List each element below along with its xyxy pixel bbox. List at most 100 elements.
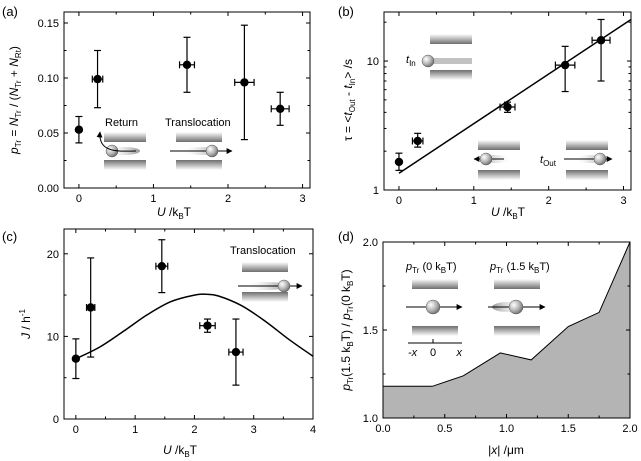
x-tick-label: 1 bbox=[132, 424, 138, 436]
channel-wall-top bbox=[566, 140, 608, 150]
y-tick-label: 0.00 bbox=[38, 183, 59, 195]
bead-icon bbox=[205, 144, 219, 158]
y-tick-label: 0.10 bbox=[38, 73, 59, 85]
data-point bbox=[182, 60, 192, 69]
panel-b: (b) 0 1 2 3 1 10 U /kBT τ = <tOut - tIn> /s t… bbox=[338, 4, 632, 221]
panel-d-ticks: 0.0 0.5 1.0 1.5 2.0 1.0 1.5 2.0 bbox=[363, 237, 638, 435]
panel-c-ylabel: J / h-1 bbox=[18, 309, 33, 340]
annotation-tout: tOut bbox=[540, 154, 557, 168]
x-tick-label: 0.0 bbox=[375, 423, 390, 435]
annotation-translocation: Translocation bbox=[165, 117, 231, 129]
bead-icon bbox=[479, 152, 493, 166]
x-tick-label: 4 bbox=[310, 424, 316, 436]
panel-c-points bbox=[71, 239, 244, 386]
bead-icon bbox=[508, 299, 524, 315]
panel-c-inset-translocation: Translocation bbox=[230, 245, 303, 302]
y-tick-label: 1.0 bbox=[363, 413, 378, 425]
panel-b-frame bbox=[383, 11, 632, 191]
panel-b-curves bbox=[398, 18, 632, 174]
panel-d-xlabel: |x| /μm bbox=[488, 443, 524, 457]
annotation-tin: tIn bbox=[406, 54, 416, 68]
y-tick-label: 1.5 bbox=[363, 325, 378, 337]
data-point bbox=[394, 157, 404, 167]
model-curve bbox=[75, 293, 314, 360]
y-tick-label: 0.15 bbox=[38, 18, 59, 30]
panel-c: (c) 0 1 2 3 4 0 10 20 U /kBT J / h-1 Translocat… bbox=[2, 228, 316, 459]
panel-a-xlabel: U /kBT bbox=[157, 205, 192, 221]
x-tick-label: 1.0 bbox=[499, 423, 514, 435]
channel-wall-bottom bbox=[176, 160, 222, 170]
label-minus-x: -x bbox=[408, 347, 418, 359]
x-tick-label: 0 bbox=[76, 193, 82, 205]
y-tick-label: 2.0 bbox=[363, 237, 378, 249]
channel-wall-bottom bbox=[242, 292, 288, 302]
y-tick-label: 0.05 bbox=[38, 128, 59, 140]
data-point bbox=[203, 321, 212, 330]
panel-d-area bbox=[383, 241, 631, 418]
panel-a-inset-translocation: Translocation bbox=[165, 117, 233, 170]
annotation-ptr-15: pTr (1.5 kBT) bbox=[489, 261, 550, 275]
y-tick-label: 1 bbox=[373, 185, 379, 197]
data-point bbox=[413, 136, 422, 146]
bead-icon bbox=[425, 299, 441, 315]
data-point bbox=[275, 104, 285, 114]
channel-wall-top bbox=[430, 34, 472, 44]
panel-b-ylabel: τ = <tOut - tIn> /s bbox=[341, 59, 357, 141]
panel-c-frame bbox=[63, 228, 314, 420]
annotation-ptr-0: pTr (0 kBT) bbox=[405, 261, 457, 275]
area-line bbox=[383, 241, 631, 387]
panel-c-curves bbox=[75, 293, 314, 360]
x-tick-label: 3 bbox=[251, 424, 257, 436]
label-plus-x: x bbox=[456, 347, 463, 359]
channel-wall-bottom bbox=[430, 70, 472, 80]
channel-wall-bottom bbox=[494, 326, 540, 336]
panel-b-inset-tin: tIn bbox=[406, 34, 472, 80]
panel-c-ticks: 0 1 2 3 4 0 10 20 bbox=[47, 229, 316, 436]
channel-wall-top bbox=[478, 140, 520, 150]
annotation-translocation-c: Translocation bbox=[230, 245, 296, 257]
x-tick-label: 1 bbox=[150, 193, 156, 205]
channel-wall-top bbox=[242, 262, 288, 272]
panel-a-points bbox=[74, 24, 290, 144]
channel-wall-bottom bbox=[412, 326, 458, 336]
channel-wall-top bbox=[494, 279, 540, 289]
x-tick-label: 3 bbox=[299, 193, 305, 205]
panel-b-points bbox=[394, 18, 611, 171]
y-tick-label: 10 bbox=[47, 331, 59, 343]
x-tick-label: 2 bbox=[546, 195, 552, 207]
channel-wall-bottom bbox=[104, 160, 146, 170]
area-fill bbox=[383, 242, 630, 418]
x-tick-label: 0.5 bbox=[437, 423, 452, 435]
channel-wall-top bbox=[104, 132, 146, 142]
data-point bbox=[74, 125, 84, 134]
x-tick-label: 3 bbox=[620, 195, 626, 207]
panel-b-xlabel: U /kBT bbox=[491, 205, 526, 221]
x-tick-label: 2 bbox=[225, 193, 231, 205]
panel-a-label: (a) bbox=[2, 4, 18, 19]
return-arrow bbox=[96, 131, 137, 152]
panel-a-inset-return: Return bbox=[96, 117, 146, 170]
panel-d-inset: pTr (0 kBT) pTr (1.5 kBT) -x 0 x bbox=[405, 261, 550, 359]
channel-wall-bottom bbox=[566, 170, 608, 180]
data-point bbox=[503, 102, 512, 112]
data-point bbox=[157, 261, 167, 271]
bead-icon bbox=[421, 54, 435, 68]
data-point bbox=[86, 303, 95, 312]
panel-b-label: (b) bbox=[338, 4, 354, 19]
panel-c-label: (c) bbox=[2, 229, 17, 244]
y-tick-label: 0 bbox=[53, 414, 59, 426]
data-point bbox=[240, 78, 249, 87]
channel-wall-top bbox=[412, 279, 458, 289]
panel-a-ticks: 0 1 2 3 0.00 0.05 0.10 0.15 bbox=[38, 12, 310, 205]
x-tick-label: 1 bbox=[471, 195, 477, 207]
y-tick-label: 20 bbox=[47, 249, 59, 261]
panel-a: (a) 0 1 2 3 0.00 0.05 0.10 0.15 U /kBT pTr = NT… bbox=[2, 4, 311, 221]
x-tick-label: 0 bbox=[396, 195, 402, 207]
annotation-return: Return bbox=[105, 117, 138, 129]
x-tick-label: 2 bbox=[191, 424, 197, 436]
channel-inner-gradient bbox=[428, 58, 472, 64]
panel-d-label: (d) bbox=[338, 229, 354, 244]
panel-c-xlabel: U /kBT bbox=[163, 443, 198, 459]
x-tick-label: 1.5 bbox=[561, 423, 576, 435]
